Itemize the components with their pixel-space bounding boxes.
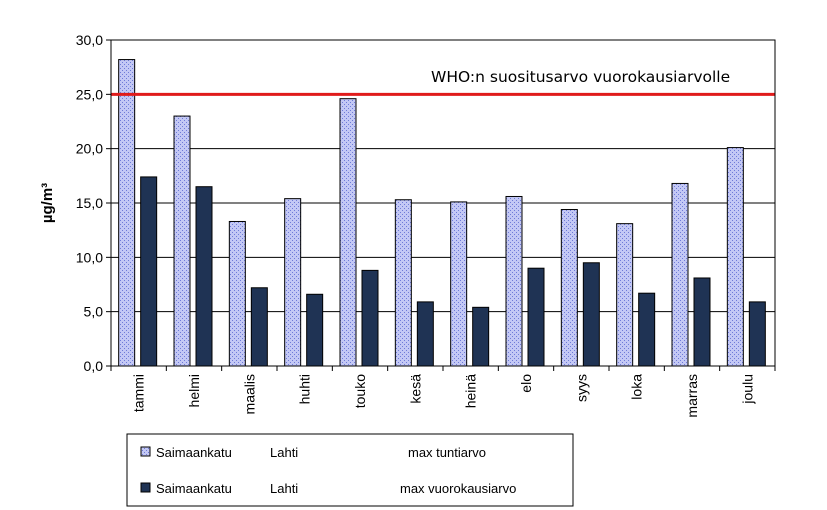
bar-max-tuntiarvo-loka	[616, 223, 634, 367]
legend-metric: max vuorokausiarvo	[400, 481, 516, 496]
bar-max-tuntiarvo-touko	[339, 98, 357, 367]
bar-max-tuntiarvo-maalis	[228, 220, 246, 367]
bar-max-tuntiarvo-huhti	[284, 198, 302, 367]
legend-city: Lahti	[270, 481, 298, 496]
reference-line-group: WHO:n suositusarvo vuorokausiarvolle	[111, 68, 775, 96]
x-tick-label-huhti: huhti	[297, 374, 313, 404]
x-tick-label-kesä: kesä	[407, 374, 423, 404]
bar-max-tuntiarvo-heinä	[450, 201, 468, 367]
y-axis: 0,0 5,0 10,0 15,0 20,0 25,0 30,0	[76, 32, 111, 374]
legend-box	[126, 433, 574, 507]
x-tick-label-heinä: heinä	[463, 374, 479, 408]
x-axis: tammi helmi maalis huhti touko kesä heinä elo sy…	[110, 366, 776, 418]
legend-city: Lahti	[270, 445, 298, 460]
bar-max-tuntiarvo-elo	[505, 195, 523, 367]
bar-max-tuntiarvo-syys	[560, 209, 578, 367]
x-tick-label-tammi: tammi	[131, 374, 147, 412]
y-tick-label: 10,0	[76, 249, 103, 265]
y-tick-label: 30,0	[76, 32, 103, 48]
legend-metric: max tuntiarvo	[408, 445, 486, 460]
bar-max-vuorokausiarvo-elo	[527, 267, 545, 367]
x-tick-label-touko: touko	[352, 374, 368, 408]
y-tick-label: 20,0	[76, 141, 103, 157]
bar-max-vuorokausiarvo-kesä	[416, 301, 434, 367]
legend-station: Saimaankatu	[156, 445, 232, 460]
x-tick-label-marras: marras	[684, 374, 700, 418]
bar-max-vuorokausiarvo-tammi	[140, 176, 158, 367]
who-reference-label: WHO:n suositusarvo vuorokausiarvolle	[431, 68, 730, 86]
bar-max-vuorokausiarvo-syys	[582, 262, 600, 367]
legend-swatch-max-tuntiarvo	[140, 446, 151, 457]
bar-max-vuorokausiarvo-heinä	[472, 306, 490, 367]
bar-max-tuntiarvo-marras	[671, 182, 689, 367]
x-tick-label-syys: syys	[573, 374, 589, 402]
y-tick-label: 25,0	[76, 86, 103, 102]
legend: Saimaankatu Lahti max tuntiarvo Saimaankatu…	[126, 433, 574, 507]
bar-max-vuorokausiarvo-marras	[693, 277, 711, 367]
bar-max-tuntiarvo-kesä	[394, 199, 412, 367]
bar-max-vuorokausiarvo-loka	[638, 292, 656, 367]
bar-max-tuntiarvo-joulu	[726, 147, 744, 367]
bar-max-tuntiarvo-tammi	[118, 59, 136, 367]
legend-swatch-max-vuorokausiarvo	[140, 482, 151, 493]
x-tick-label-joulu: joulu	[739, 374, 755, 405]
y-tick-label: 15,0	[76, 195, 103, 211]
legend-station: Saimaankatu	[156, 481, 232, 496]
y-tick-label: 5,0	[84, 304, 104, 320]
x-tick-label-elo: elo	[518, 374, 534, 393]
bar-max-vuorokausiarvo-helmi	[195, 186, 213, 367]
bar-max-vuorokausiarvo-maalis	[250, 287, 268, 367]
x-tick-label-helmi: helmi	[186, 374, 202, 407]
y-tick-label: 0,0	[84, 358, 104, 374]
x-tick-label-maalis: maalis	[241, 374, 257, 414]
bar-max-tuntiarvo-helmi	[173, 115, 191, 367]
bar-max-vuorokausiarvo-joulu	[748, 301, 766, 367]
x-tick-label-loka: loka	[629, 374, 645, 400]
bar-max-vuorokausiarvo-huhti	[306, 293, 324, 367]
bar-max-vuorokausiarvo-touko	[361, 269, 379, 367]
gridlines	[111, 93, 775, 313]
y-axis-label: µg/m³	[39, 183, 56, 223]
